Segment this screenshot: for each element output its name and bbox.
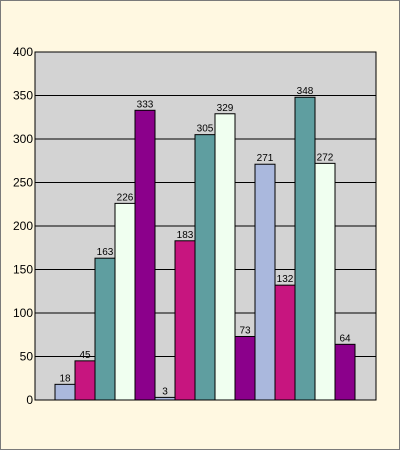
data-label: 73 (239, 325, 251, 336)
bar (54, 383, 76, 401)
data-label: 271 (257, 153, 274, 164)
bar (154, 396, 176, 401)
bar (114, 202, 136, 401)
bar (274, 284, 296, 401)
bar (174, 240, 196, 401)
bar (74, 360, 96, 401)
data-label: 132 (277, 274, 294, 285)
y-tick-label: 0 (26, 393, 33, 407)
bar (314, 162, 336, 401)
y-tick-label: 300 (13, 132, 33, 146)
bar (254, 163, 276, 401)
data-label: 183 (177, 230, 194, 241)
bar (134, 109, 156, 401)
y-tick-label: 250 (13, 176, 33, 190)
y-tick-label: 50 (20, 350, 34, 364)
data-label: 272 (317, 152, 334, 163)
data-label: 3 (162, 386, 168, 397)
y-tick-label: 100 (13, 306, 33, 320)
data-label: 45 (79, 350, 91, 361)
bar (234, 335, 256, 401)
data-label: 333 (137, 99, 154, 110)
data-label: 226 (117, 192, 134, 203)
y-tick-label: 350 (13, 89, 33, 103)
data-label: 348 (297, 86, 314, 97)
y-tick-label: 150 (13, 263, 33, 277)
data-label: 305 (197, 124, 214, 135)
data-label: 163 (97, 247, 114, 258)
bar (294, 96, 316, 401)
bar (334, 343, 356, 401)
data-label: 64 (339, 333, 351, 344)
bar (94, 257, 116, 401)
data-label: 18 (59, 373, 71, 384)
y-tick-label: 200 (13, 219, 33, 233)
bar (194, 134, 216, 401)
data-label: 329 (217, 103, 234, 114)
y-tick-label: 400 (13, 45, 33, 59)
bar (214, 113, 236, 401)
